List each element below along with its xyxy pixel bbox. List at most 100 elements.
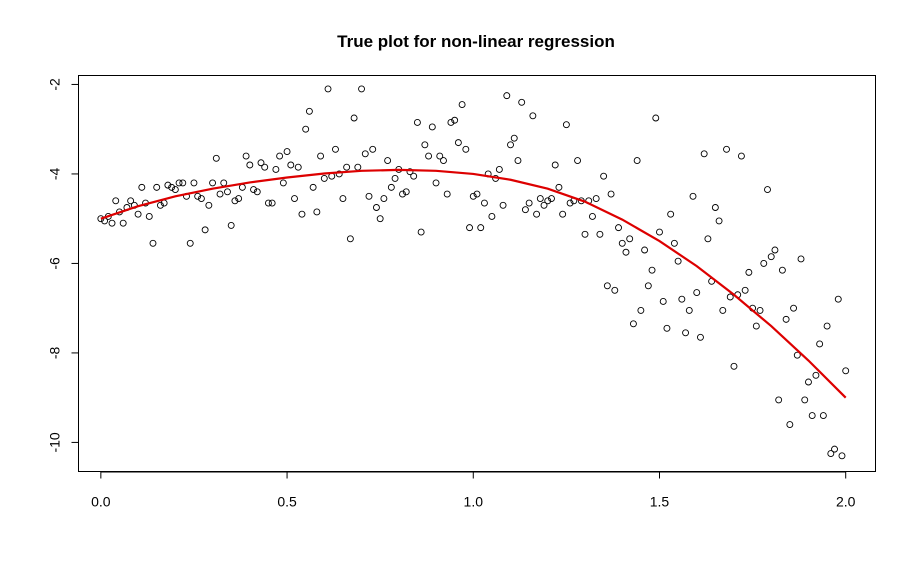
data-point bbox=[689, 192, 697, 200]
data-point bbox=[782, 315, 790, 323]
data-point bbox=[566, 199, 574, 207]
data-point bbox=[495, 166, 503, 173]
y-tick-label: -10 bbox=[47, 432, 63, 452]
data-point bbox=[145, 212, 153, 220]
y-tick-label: -4 bbox=[47, 168, 63, 181]
data-point bbox=[350, 114, 358, 122]
data-point bbox=[354, 163, 362, 171]
data-point bbox=[205, 201, 213, 209]
data-point bbox=[737, 152, 745, 160]
data-point bbox=[149, 239, 157, 247]
data-point bbox=[358, 85, 365, 93]
data-point bbox=[156, 201, 164, 209]
data-point bbox=[626, 235, 634, 243]
data-point bbox=[447, 119, 455, 126]
y-tick-label: -6 bbox=[47, 257, 63, 270]
data-point bbox=[462, 145, 470, 153]
data-point bbox=[332, 145, 339, 153]
x-axis: 0.0 0.5 1.0 1.5 2.0 bbox=[91, 471, 856, 510]
data-point bbox=[380, 195, 388, 203]
data-point bbox=[797, 255, 805, 263]
data-point bbox=[436, 152, 444, 160]
data-point bbox=[775, 396, 783, 404]
data-point bbox=[235, 195, 243, 203]
data-point bbox=[533, 210, 541, 218]
data-point bbox=[659, 298, 667, 305]
x-tick-label: 2.0 bbox=[836, 494, 856, 510]
data-point bbox=[279, 179, 287, 187]
data-point bbox=[346, 235, 354, 243]
data-point bbox=[637, 306, 645, 314]
data-point bbox=[514, 157, 522, 164]
data-point bbox=[641, 246, 649, 254]
data-point bbox=[413, 119, 421, 126]
data-point bbox=[268, 199, 276, 207]
data-point bbox=[238, 183, 246, 191]
data-point bbox=[819, 412, 827, 420]
data-point bbox=[667, 210, 675, 218]
data-point bbox=[253, 188, 261, 196]
data-point bbox=[670, 239, 678, 247]
data-point bbox=[257, 159, 265, 167]
data-point bbox=[119, 219, 127, 227]
data-point bbox=[678, 295, 686, 303]
data-point bbox=[525, 199, 533, 207]
data-point bbox=[425, 152, 433, 160]
data-point bbox=[682, 329, 690, 337]
data-point bbox=[313, 208, 321, 216]
data-point bbox=[410, 172, 418, 180]
data-point bbox=[760, 259, 768, 267]
data-point bbox=[134, 210, 142, 218]
data-point bbox=[320, 174, 328, 182]
data-point bbox=[287, 161, 295, 169]
data-point bbox=[767, 253, 775, 261]
data-point bbox=[730, 362, 738, 370]
data-point bbox=[521, 206, 529, 214]
data-point bbox=[544, 197, 552, 205]
data-point bbox=[778, 266, 786, 274]
data-point bbox=[697, 333, 704, 341]
data-point bbox=[298, 210, 306, 218]
data-point bbox=[294, 163, 302, 171]
data-point bbox=[764, 186, 771, 194]
data-point bbox=[700, 150, 708, 158]
data-point bbox=[838, 452, 846, 460]
data-point bbox=[469, 192, 477, 200]
data-point bbox=[719, 306, 727, 314]
data-point bbox=[168, 183, 176, 191]
data-point bbox=[603, 282, 611, 290]
data-point bbox=[529, 112, 537, 120]
data-point bbox=[801, 396, 809, 404]
data-point bbox=[376, 215, 384, 223]
data-point bbox=[261, 163, 269, 171]
data-point bbox=[153, 183, 161, 191]
data-point bbox=[220, 179, 228, 187]
data-point bbox=[473, 190, 481, 198]
data-point bbox=[406, 168, 414, 176]
data-point bbox=[793, 351, 801, 359]
data-point bbox=[771, 246, 779, 254]
data-point bbox=[402, 188, 410, 196]
x-tick-label: 1.0 bbox=[464, 494, 484, 510]
data-point bbox=[592, 195, 600, 203]
chart-title: True plot for non-linear regression bbox=[337, 32, 615, 51]
data-point bbox=[548, 195, 555, 203]
data-point bbox=[611, 286, 619, 294]
data-point bbox=[127, 197, 135, 205]
data-point bbox=[421, 141, 429, 149]
data-point bbox=[559, 210, 567, 218]
data-point bbox=[216, 190, 224, 198]
x-tick-label: 0.0 bbox=[91, 494, 111, 510]
data-point bbox=[551, 161, 559, 169]
data-point bbox=[365, 192, 373, 200]
data-point bbox=[112, 197, 120, 205]
data-point bbox=[786, 421, 794, 428]
data-point bbox=[324, 85, 332, 93]
data-point bbox=[540, 201, 548, 209]
data-point bbox=[715, 217, 723, 225]
data-point bbox=[518, 98, 526, 106]
data-point bbox=[458, 101, 466, 109]
y-tick-label: -2 bbox=[47, 78, 63, 91]
data-point bbox=[138, 183, 146, 191]
